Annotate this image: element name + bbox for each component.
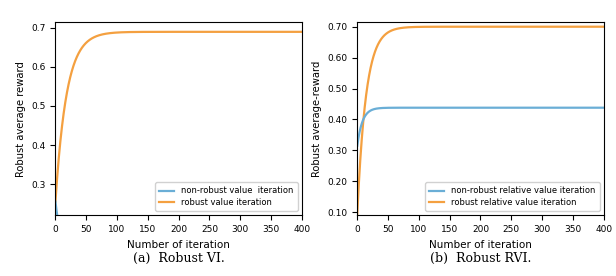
Line: non-robust value  iteration: non-robust value iteration xyxy=(55,202,302,248)
robust value iteration xyxy=(298,30,306,33)
non-robust value  iteration xyxy=(298,246,306,250)
robust value iteration xyxy=(80,44,87,47)
non-robust relative value iteration xyxy=(538,106,546,109)
robust relative value iteration xyxy=(448,25,455,28)
Y-axis label: Robust average reward: Robust average reward xyxy=(16,61,26,177)
non-robust relative value iteration xyxy=(595,106,602,109)
non-robust relative value iteration xyxy=(448,106,455,109)
robust value iteration xyxy=(94,34,102,37)
robust value iteration xyxy=(267,30,274,33)
Line: non-robust relative value iteration: non-robust relative value iteration xyxy=(357,108,604,146)
non-robust value  iteration xyxy=(80,246,87,250)
Legend: non-robust relative value iteration, robust relative value iteration: non-robust relative value iteration, rob… xyxy=(425,182,599,211)
Text: (a)  Robust VI.: (a) Robust VI. xyxy=(133,252,224,265)
non-robust relative value iteration xyxy=(354,144,361,147)
robust value iteration xyxy=(146,30,153,33)
non-robust relative value iteration xyxy=(459,106,466,109)
non-robust value  iteration xyxy=(293,246,301,250)
robust relative value iteration xyxy=(600,25,607,28)
non-robust value  iteration xyxy=(146,246,153,250)
non-robust value  iteration xyxy=(157,246,164,250)
robust relative value iteration xyxy=(569,25,576,28)
Line: robust relative value iteration: robust relative value iteration xyxy=(357,27,604,214)
robust relative value iteration xyxy=(595,25,602,28)
Text: (b)  Robust RVI.: (b) Robust RVI. xyxy=(430,252,531,265)
robust value iteration xyxy=(293,30,301,33)
non-robust value  iteration xyxy=(94,246,102,250)
robust relative value iteration xyxy=(354,212,361,215)
Y-axis label: Robust average-reward: Robust average-reward xyxy=(312,60,322,177)
X-axis label: Number of iteration: Number of iteration xyxy=(429,240,532,250)
non-robust value  iteration xyxy=(52,200,59,203)
robust value iteration xyxy=(52,200,59,203)
Line: robust value iteration: robust value iteration xyxy=(55,32,302,202)
non-robust value  iteration xyxy=(240,246,248,250)
Legend: non-robust value  iteration, robust value iteration: non-robust value iteration, robust value… xyxy=(155,182,298,211)
non-robust relative value iteration xyxy=(382,106,389,110)
non-robust value  iteration xyxy=(267,246,274,250)
robust relative value iteration xyxy=(382,33,389,36)
robust relative value iteration xyxy=(459,25,466,28)
non-robust relative value iteration xyxy=(396,106,403,109)
non-robust relative value iteration xyxy=(569,106,576,109)
X-axis label: Number of iteration: Number of iteration xyxy=(127,240,230,250)
robust relative value iteration xyxy=(396,26,403,30)
robust value iteration xyxy=(157,30,164,33)
non-robust relative value iteration xyxy=(600,106,607,109)
